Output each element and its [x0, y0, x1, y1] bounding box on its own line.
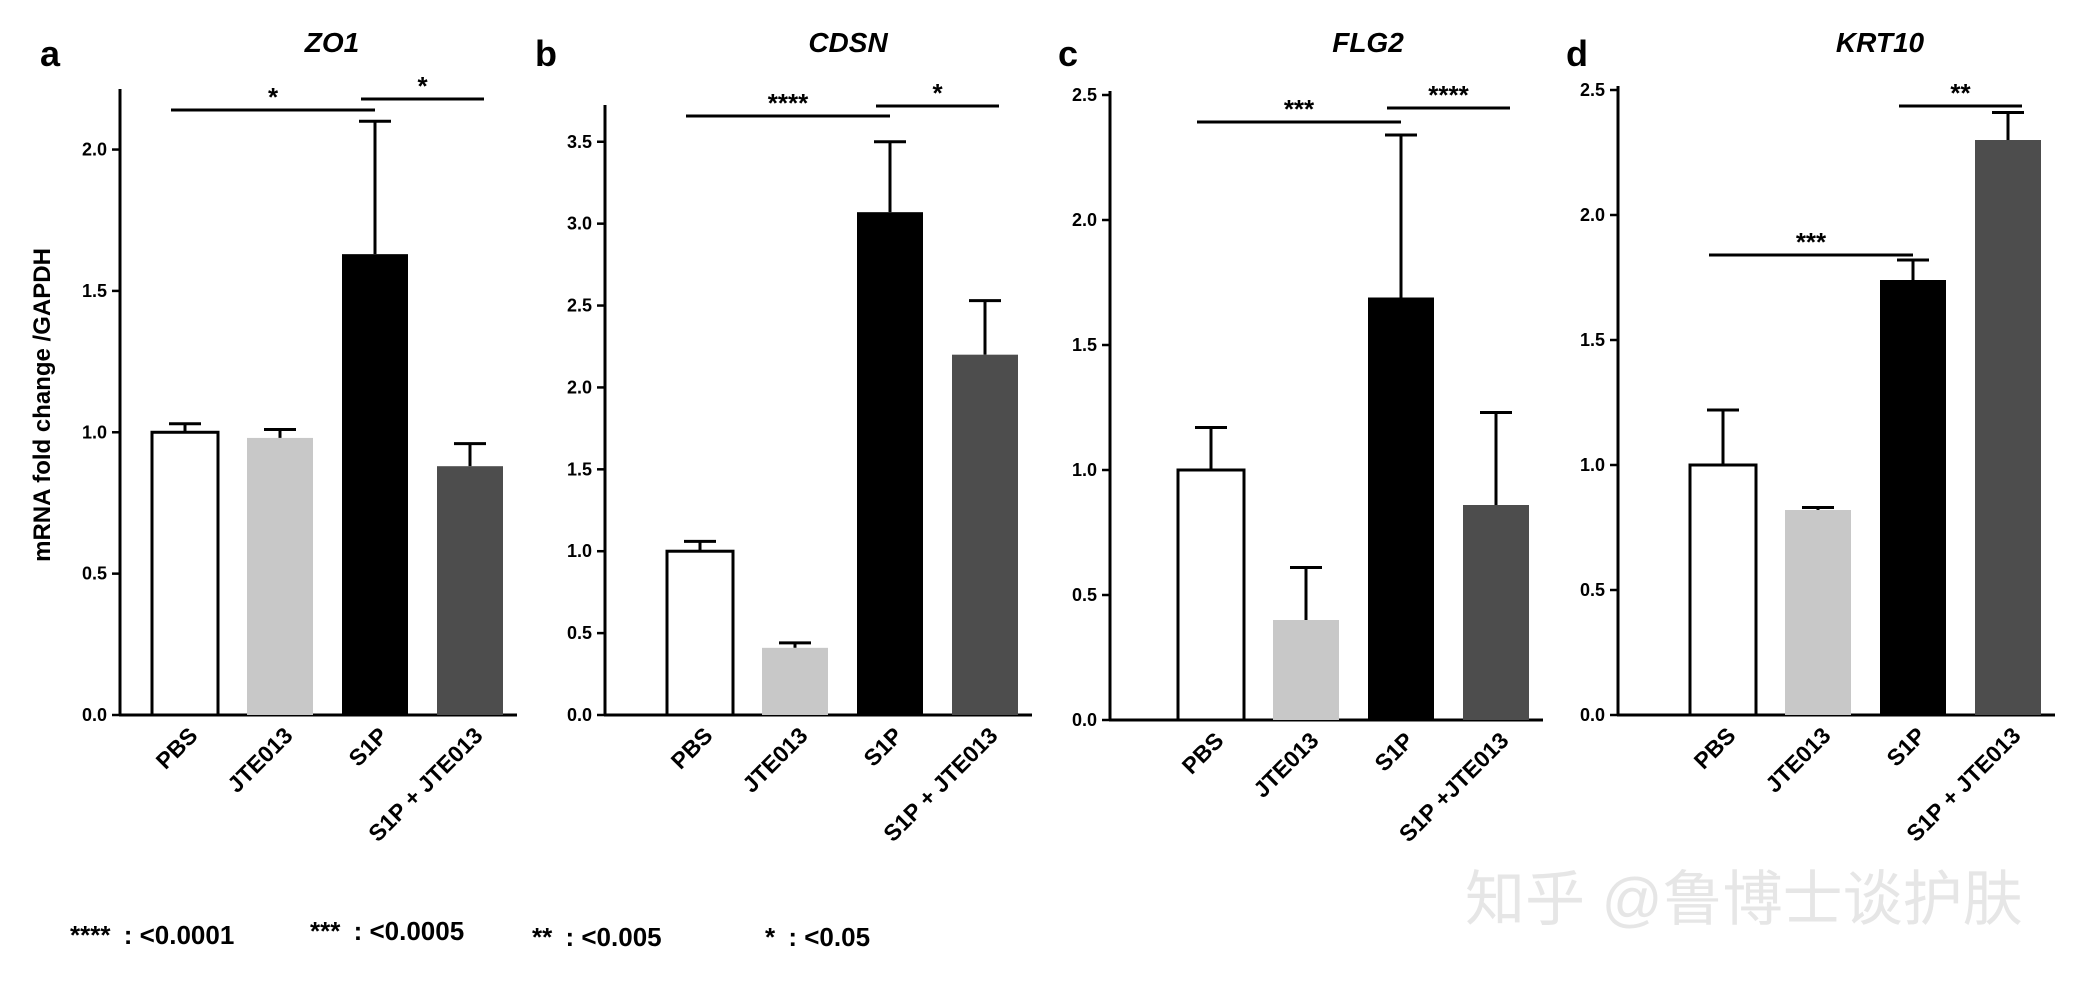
category-label-b: S1P	[858, 722, 907, 771]
y-tick-label-d: 1.0	[1580, 455, 1605, 475]
y-tick-label-c: 0.0	[1072, 710, 1097, 730]
panel-title-d: KRT10	[1836, 27, 1925, 58]
y-tick-label-c: 1.0	[1072, 460, 1097, 480]
bar-c-s1p	[1368, 297, 1434, 720]
y-tick-label-a: 2.0	[82, 140, 107, 160]
significance-label-c: ****	[1428, 80, 1469, 110]
category-label-c: PBS	[1177, 727, 1229, 779]
significance-legend: **** : <0.0001 *** : <0.0005 ** : <0.005…	[70, 916, 870, 952]
bar-a-s1p-jte013	[437, 466, 503, 715]
y-tick-label-a: 0.0	[82, 705, 107, 725]
legend-item-4: * : <0.05	[765, 922, 870, 952]
bar-b-jte013	[762, 647, 828, 715]
legend-stars-4: *	[765, 922, 776, 952]
category-label-a: S1P	[343, 722, 392, 771]
bar-d-pbs	[1688, 463, 1758, 717]
legend-label-2: : <0.0005	[354, 916, 465, 946]
significance-label-b: *	[932, 78, 943, 108]
category-label-d: S1P	[1881, 722, 1930, 771]
significance-label-a: *	[268, 82, 279, 112]
category-label-a: PBS	[151, 722, 203, 774]
legend-item-3: ** : <0.005	[532, 922, 662, 952]
category-label-d: JTE013	[1760, 722, 1835, 797]
watermark: 知乎 @鲁博士谈护肤	[1465, 866, 2023, 933]
legend-label-1: : <0.0001	[124, 920, 235, 950]
y-tick-label-b: 0.5	[567, 623, 592, 643]
panel-letter-b: b	[535, 33, 557, 74]
y-tick-label-c: 0.5	[1072, 585, 1097, 605]
bar-b-s1p-jte013	[952, 354, 1018, 715]
y-tick-label-c: 2.0	[1072, 210, 1097, 230]
legend-item-1: **** : <0.0001	[70, 920, 234, 950]
bar-d-s1p	[1880, 280, 1946, 715]
category-label-c: S1P	[1369, 727, 1418, 776]
bar-d-jte013	[1785, 510, 1851, 715]
category-label-c: JTE013	[1248, 727, 1323, 802]
y-tick-label-a: 0.5	[82, 564, 107, 584]
legend-label-4: : <0.05	[788, 922, 870, 952]
y-tick-label-c: 2.5	[1072, 85, 1097, 105]
y-tick-label-d: 2.0	[1580, 205, 1605, 225]
significance-label-a: *	[417, 71, 428, 101]
y-axis-label: mRNA fold change /GAPDH	[29, 248, 56, 562]
legend-stars-3: **	[532, 922, 553, 952]
y-tick-label-b: 0.0	[567, 705, 592, 725]
bar-d-s1p-jte013	[1975, 140, 2041, 715]
panel-title-a: ZO1	[304, 27, 359, 58]
bar-c-jte013	[1273, 620, 1339, 720]
category-label-b: PBS	[666, 722, 718, 774]
y-tick-label-d: 0.0	[1580, 705, 1605, 725]
panel-letter-a: a	[40, 33, 61, 74]
y-tick-label-b: 3.0	[567, 214, 592, 234]
y-tick-label-b: 1.0	[567, 541, 592, 561]
bar-c-s1p-jte013	[1463, 505, 1529, 720]
significance-label-c: ***	[1284, 94, 1315, 124]
panel-title-c: FLG2	[1332, 27, 1404, 58]
significance-label-b: ****	[768, 88, 809, 118]
legend-stars-1: ****	[70, 920, 111, 950]
category-label-d: PBS	[1689, 722, 1741, 774]
legend-stars-2: ***	[310, 916, 341, 946]
y-tick-label-b: 2.0	[567, 377, 592, 397]
y-tick-label-c: 1.5	[1072, 335, 1097, 355]
panel-letter-d: d	[1566, 33, 1588, 74]
category-label-a: JTE013	[222, 722, 297, 797]
panel-letter-c: c	[1058, 33, 1078, 74]
y-tick-label-b: 2.5	[567, 296, 592, 316]
y-tick-label-a: 1.5	[82, 281, 107, 301]
significance-label-d: **	[1950, 78, 1971, 108]
bar-a-pbs	[150, 430, 220, 717]
y-tick-label-a: 1.0	[82, 422, 107, 442]
significance-label-d: ***	[1796, 227, 1827, 257]
bar-b-pbs	[665, 549, 735, 717]
bar-b-s1p	[857, 212, 923, 715]
y-tick-label-d: 1.5	[1580, 330, 1605, 350]
legend-item-2: *** : <0.0005	[310, 916, 464, 946]
panel-title-b: CDSN	[808, 27, 888, 58]
bar-a-s1p	[342, 254, 408, 715]
bar-a-jte013	[247, 437, 313, 715]
y-tick-label-d: 0.5	[1580, 580, 1605, 600]
bar-c-pbs	[1176, 468, 1246, 722]
y-tick-label-d: 2.5	[1580, 80, 1605, 100]
legend-label-3: : <0.005	[565, 922, 661, 952]
category-label-b: JTE013	[737, 722, 812, 797]
panel-b: b CDSN 0.0 0.5 1.0 1.5 2.0 2.5 3.0 3.5 PBS JTE013 S1…	[535, 27, 1032, 846]
y-tick-label-b: 3.5	[567, 132, 592, 152]
y-tick-label-b: 1.5	[567, 459, 592, 479]
